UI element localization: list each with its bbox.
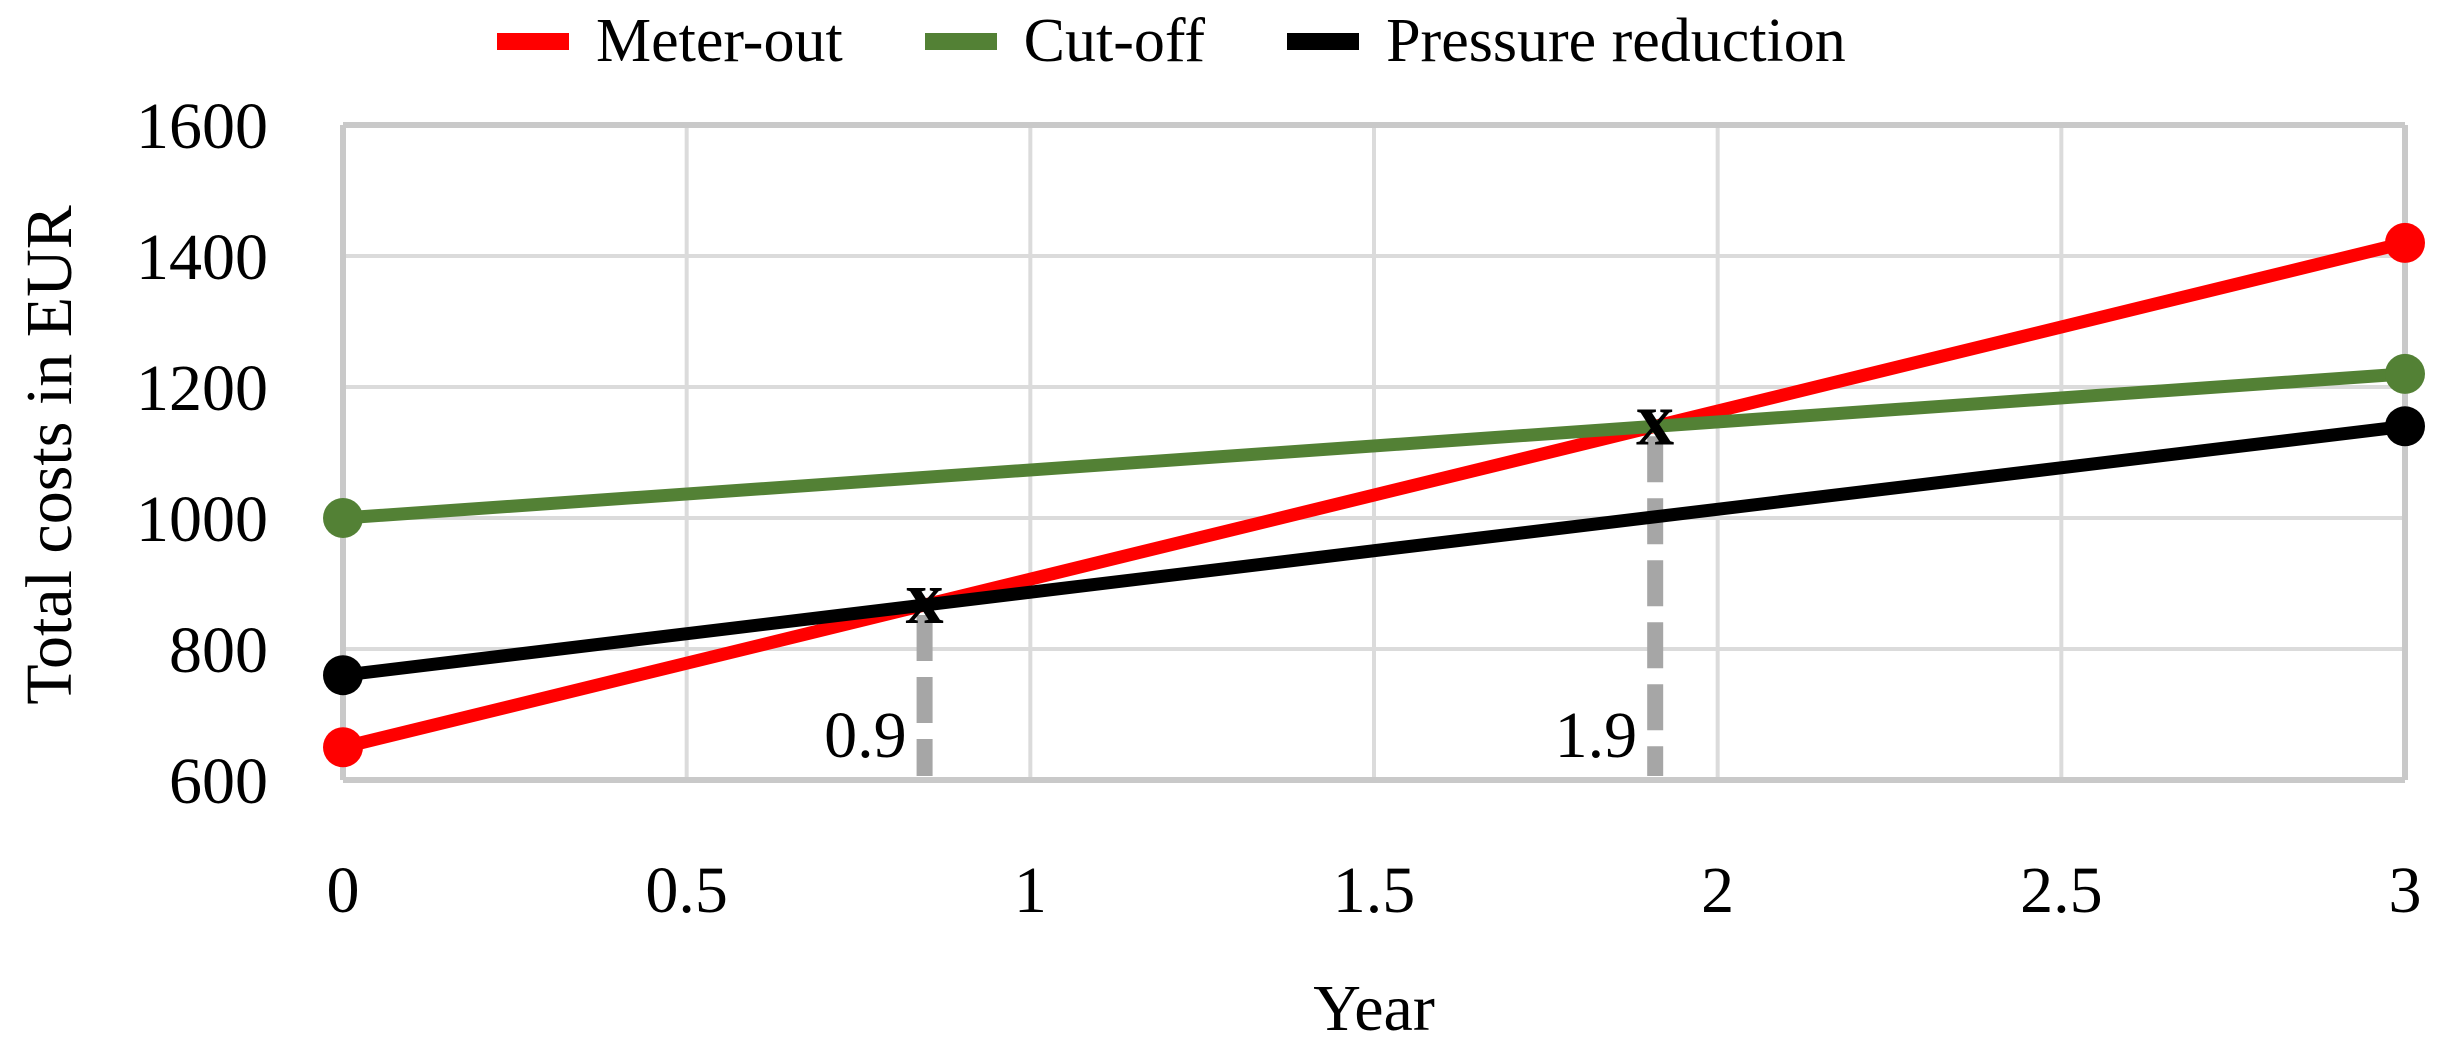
series-line-meter-out — [341, 236, 2407, 754]
crossing-label: 1.9 — [1555, 699, 1638, 772]
legend-swatch-pressure-reduction — [1287, 32, 1360, 50]
legend-label-meter-out: Meter-out — [596, 7, 843, 75]
y-tick-label: 1400 — [136, 221, 268, 294]
legend-label-pressure-reduction: Pressure reduction — [1386, 7, 1846, 75]
crossing-marker: x — [1636, 377, 1674, 461]
x-tick-label: 1 — [1014, 854, 1047, 927]
crossing-marker: x — [906, 556, 944, 640]
legend-swatch-cut-off — [924, 32, 997, 50]
legend-item-meter-out: Meter-out — [497, 10, 843, 72]
legend-label-cut-off: Cut-off — [1023, 7, 1206, 75]
y-tick-label: 1000 — [136, 483, 268, 556]
x-axis-title: Year — [1313, 972, 1435, 1045]
x-tick-label: 0 — [327, 854, 360, 927]
data-point-pressure-reduction — [323, 655, 363, 696]
data-point-meter-out — [2385, 222, 2425, 263]
legend-item-cut-off: Cut-off — [924, 7, 1206, 75]
series-line-cut-off — [342, 367, 2406, 525]
data-point-meter-out — [323, 727, 363, 768]
legend-item-pressure-reduction: Pressure reduction — [1287, 10, 1846, 72]
crossing-label: 0.9 — [824, 699, 907, 772]
legend-swatch-meter-out — [497, 32, 569, 50]
y-tick-label: 1600 — [136, 90, 268, 163]
y-tick-label: 600 — [169, 745, 268, 818]
x-tick-label: 0.5 — [645, 854, 728, 927]
data-point-cut-off — [323, 498, 363, 538]
x-tick-label: 1.5 — [1333, 854, 1416, 927]
x-tick-label: 2.5 — [2020, 854, 2103, 927]
legend: Meter-out Cut-off Pressure reduction — [497, 10, 1846, 72]
y-tick-label: 800 — [169, 614, 268, 687]
series-line-pressure-reduction — [342, 419, 2406, 682]
x-tick-label: 3 — [2389, 854, 2422, 927]
data-point-pressure-reduction — [2385, 406, 2425, 447]
x-tick-label: 2 — [1701, 854, 1734, 927]
data-point-cut-off — [2385, 353, 2425, 394]
y-tick-label: 1200 — [136, 352, 268, 425]
